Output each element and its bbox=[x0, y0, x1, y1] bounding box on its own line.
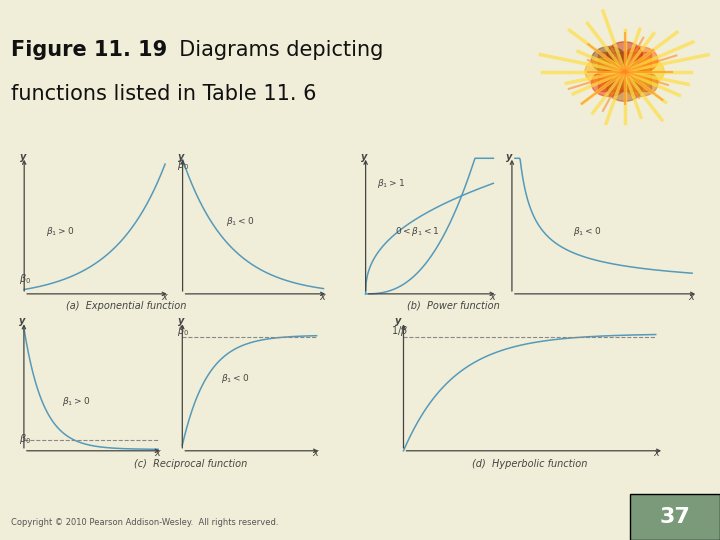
Text: y: y bbox=[361, 152, 368, 162]
Text: y: y bbox=[19, 316, 26, 326]
Text: $\beta_1 > 1$: $\beta_1 > 1$ bbox=[377, 177, 405, 190]
Text: functions listed in Table 11. 6: functions listed in Table 11. 6 bbox=[11, 84, 316, 104]
Text: y: y bbox=[178, 316, 184, 326]
Text: Copyright © 2010 Pearson Addison-Wesley.  All rights reserved.: Copyright © 2010 Pearson Addison-Wesley.… bbox=[11, 518, 279, 527]
Text: x: x bbox=[154, 448, 160, 458]
Text: x: x bbox=[161, 292, 166, 302]
Text: $1/\beta$: $1/\beta$ bbox=[391, 325, 408, 339]
Circle shape bbox=[623, 70, 658, 97]
Text: y: y bbox=[19, 152, 26, 162]
Circle shape bbox=[607, 75, 642, 102]
Text: y: y bbox=[506, 152, 513, 162]
Circle shape bbox=[629, 58, 665, 85]
Text: $\beta_1 > 0$: $\beta_1 > 0$ bbox=[63, 395, 91, 408]
Text: x: x bbox=[489, 292, 495, 302]
Text: $\beta_0$: $\beta_0$ bbox=[19, 432, 31, 446]
Circle shape bbox=[607, 42, 642, 68]
Text: (b)  Power function: (b) Power function bbox=[408, 301, 500, 311]
Text: $\beta_0$: $\beta_0$ bbox=[177, 158, 189, 172]
Text: x: x bbox=[312, 448, 318, 458]
Text: $\beta_1 < 0$: $\beta_1 < 0$ bbox=[573, 225, 601, 238]
Text: $\beta_1 > 0$: $\beta_1 > 0$ bbox=[46, 225, 74, 238]
Text: $\beta_0$: $\beta_0$ bbox=[19, 272, 31, 286]
Text: $\beta_0$: $\beta_0$ bbox=[177, 325, 189, 339]
Text: y: y bbox=[395, 316, 402, 326]
Text: x: x bbox=[653, 448, 659, 458]
Text: (d)  Hyperbolic function: (d) Hyperbolic function bbox=[472, 459, 587, 469]
Circle shape bbox=[591, 46, 626, 73]
Circle shape bbox=[585, 58, 620, 85]
Text: $0 < \beta_1 < 1$: $0 < \beta_1 < 1$ bbox=[395, 225, 440, 238]
Text: $\beta_1 < 0$: $\beta_1 < 0$ bbox=[226, 215, 254, 228]
Text: x: x bbox=[319, 292, 325, 302]
Text: 37: 37 bbox=[660, 507, 690, 528]
Text: y: y bbox=[178, 152, 184, 162]
Text: Diagrams depicting: Diagrams depicting bbox=[166, 40, 383, 60]
Circle shape bbox=[591, 70, 626, 97]
Text: x: x bbox=[688, 292, 694, 302]
Circle shape bbox=[623, 46, 658, 73]
Text: Figure 11. 19: Figure 11. 19 bbox=[11, 40, 167, 60]
Text: $\beta_1 < 0$: $\beta_1 < 0$ bbox=[220, 372, 249, 384]
Text: (a)  Exponential function: (a) Exponential function bbox=[66, 301, 186, 311]
Text: (c)  Reciprocal function: (c) Reciprocal function bbox=[134, 459, 248, 469]
